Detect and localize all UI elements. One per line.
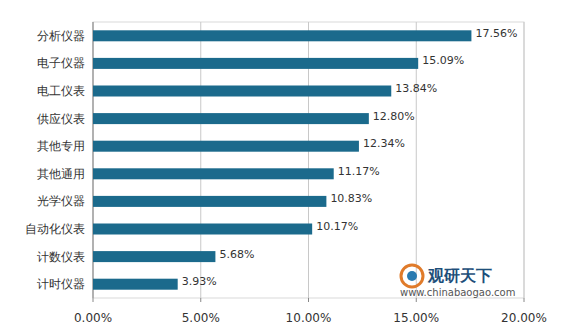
data-label: 12.80% (373, 110, 415, 123)
data-label: 10.17% (316, 220, 358, 233)
watermark: 观研天下 www.chinabaogao.com (400, 265, 515, 298)
tick-label: 20.00% (501, 311, 547, 325)
category-label: 计数仪表 (37, 250, 85, 264)
category-label: 其他专用 (37, 139, 85, 153)
bar (93, 251, 215, 262)
tick-label: 5.00% (182, 311, 220, 325)
data-label: 15.09% (422, 54, 464, 67)
category-label: 分析仪器 (37, 29, 85, 43)
plot-frame (93, 22, 524, 298)
tick-mark (416, 298, 417, 302)
logo (407, 271, 417, 281)
bar (93, 30, 471, 41)
category-label: 供应仪表 (37, 112, 85, 126)
bars (93, 30, 471, 289)
bar (93, 58, 418, 69)
data-label: 5.68% (219, 248, 254, 261)
bar (93, 224, 312, 235)
tick-mark (524, 298, 525, 302)
bar (93, 279, 178, 290)
data-label: 17.56% (475, 27, 517, 40)
tick-label: 0.00% (74, 311, 112, 325)
bar (93, 86, 391, 97)
data-label: 10.83% (330, 192, 372, 205)
data-label: 11.17% (338, 165, 380, 178)
category-label: 电子仪器 (37, 56, 85, 70)
tick-mark (308, 298, 309, 302)
chart-container: 0.00% 5.00% 10.00% 15.00% 20.00% 分析仪器电子仪器电工仪表… (0, 0, 573, 336)
tick-label: 15.00% (393, 311, 439, 325)
watermark-url: www.chinabaogao.com (400, 287, 515, 298)
tick-label: 10.00% (286, 311, 332, 325)
category-label: 其他通用 (37, 167, 85, 181)
tick-mark (93, 298, 94, 302)
watermark-title: 观研天下 (427, 266, 492, 285)
logo (401, 265, 423, 287)
grid-line (524, 22, 525, 298)
category-label: 光学仪器 (37, 194, 85, 208)
bar (93, 141, 359, 152)
category-label: 自动化仪表 (25, 222, 85, 236)
data-label: 3.93% (182, 275, 217, 288)
category-label: 计时仪器 (37, 277, 85, 291)
bar (93, 196, 326, 207)
data-label: 12.34% (363, 137, 405, 150)
bar (93, 113, 369, 124)
chart-svg: 0.00% 5.00% 10.00% 15.00% 20.00% 分析仪器电子仪器电工仪表… (0, 0, 573, 336)
data-label: 13.84% (395, 82, 437, 95)
tick-mark (200, 298, 201, 302)
category-label: 电工仪表 (37, 84, 85, 98)
bar (93, 168, 334, 179)
